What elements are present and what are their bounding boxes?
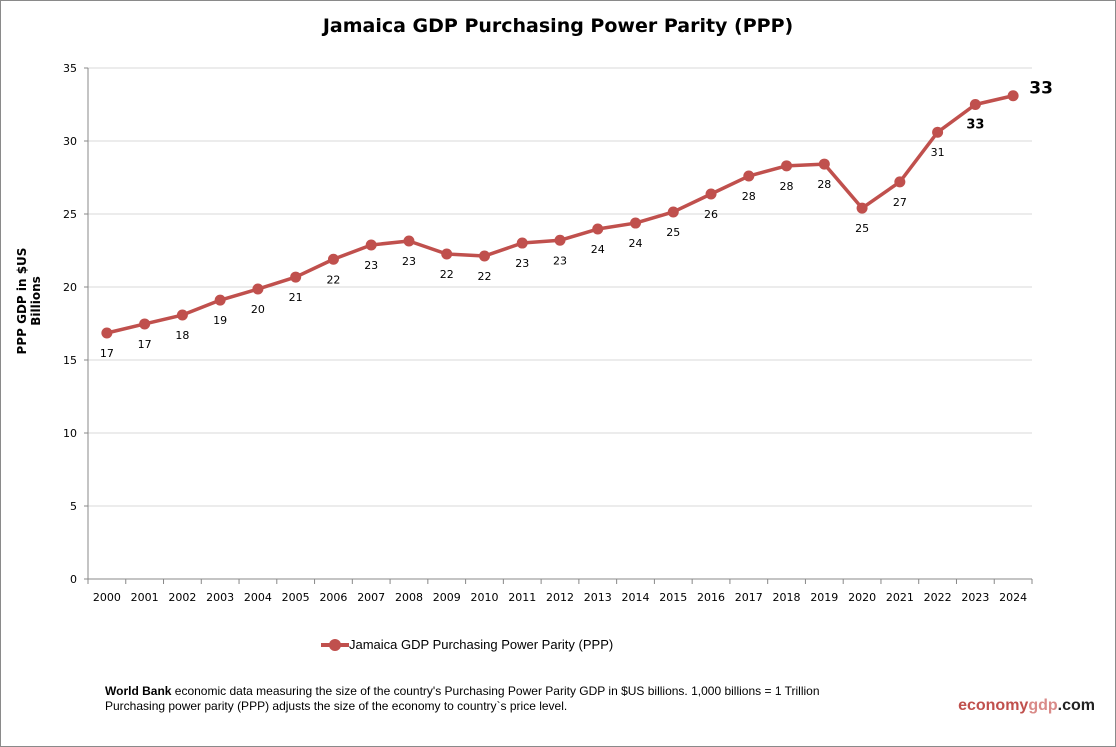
note-source: World Bank xyxy=(105,684,172,698)
data-point xyxy=(932,126,944,138)
data-point xyxy=(818,158,830,170)
data-point xyxy=(554,234,566,246)
x-tick-label: 2013 xyxy=(584,591,612,604)
data-point xyxy=(856,202,868,214)
x-tick-label: 2019 xyxy=(810,591,838,604)
data-label: 33 xyxy=(1029,79,1053,99)
x-tick-label: 2007 xyxy=(357,591,385,604)
x-tick-label: 2018 xyxy=(773,591,801,604)
data-point xyxy=(743,170,755,182)
data-label: 24 xyxy=(629,237,643,250)
data-point xyxy=(327,253,339,265)
data-point xyxy=(214,294,226,306)
note-line2: Purchasing power parity (PPP) adjusts th… xyxy=(105,699,568,713)
data-label: 25 xyxy=(855,222,869,235)
data-label: 18 xyxy=(175,329,189,342)
data-label: 22 xyxy=(326,273,340,286)
x-tick-label: 2023 xyxy=(961,591,989,604)
x-tick-label: 2004 xyxy=(244,591,272,604)
data-label: 23 xyxy=(553,254,567,267)
data-label: 17 xyxy=(138,338,152,351)
data-label: 28 xyxy=(742,190,756,203)
data-point xyxy=(894,176,906,188)
data-label: 23 xyxy=(515,257,529,270)
data-label: 24 xyxy=(591,243,605,256)
x-tick-label: 2014 xyxy=(622,591,650,604)
x-tick-label: 2003 xyxy=(206,591,234,604)
footnote: World Bank economic data measuring the s… xyxy=(105,684,820,714)
data-point xyxy=(139,318,151,330)
data-point xyxy=(290,271,302,283)
x-tick-label: 2020 xyxy=(848,591,876,604)
data-point xyxy=(101,327,113,339)
chart-title: Jamaica GDP Purchasing Power Parity (PPP… xyxy=(322,15,794,37)
data-point xyxy=(478,250,490,262)
x-tick-label: 2022 xyxy=(924,591,952,604)
x-tick-label: 2024 xyxy=(999,591,1027,604)
data-point xyxy=(252,283,264,295)
y-tick-label: 15 xyxy=(63,354,77,367)
brand-part-com: .com xyxy=(1057,697,1095,714)
x-tick-label: 2002 xyxy=(168,591,196,604)
data-label: 26 xyxy=(704,208,718,221)
data-point xyxy=(705,188,717,200)
y-tick-label: 5 xyxy=(70,500,77,513)
x-tick-label: 2005 xyxy=(282,591,310,604)
data-label: 31 xyxy=(931,146,945,159)
y-tick-label: 0 xyxy=(70,573,77,586)
x-tick-label: 2012 xyxy=(546,591,574,604)
legend-marker-icon xyxy=(321,638,349,652)
data-point xyxy=(516,237,528,249)
data-label: 22 xyxy=(477,270,491,283)
data-point xyxy=(1007,90,1019,102)
data-label: 19 xyxy=(213,314,227,327)
y-tick-label: 35 xyxy=(63,62,77,75)
legend-label: Jamaica GDP Purchasing Power Parity (PPP… xyxy=(349,637,614,652)
brand-part-economy: economy xyxy=(958,697,1029,714)
x-tick-label: 2006 xyxy=(319,591,347,604)
x-tick-label: 2017 xyxy=(735,591,763,604)
brand-logo[interactable]: economygdp.com xyxy=(958,697,1095,715)
data-label: 22 xyxy=(440,268,454,281)
data-point xyxy=(365,239,377,251)
data-label: 20 xyxy=(251,303,265,316)
data-point xyxy=(969,99,981,110)
x-tick-label: 2009 xyxy=(433,591,461,604)
data-point xyxy=(781,160,793,172)
data-label: 25 xyxy=(666,226,680,239)
x-tick-label: 2001 xyxy=(131,591,159,604)
x-tick-label: 2021 xyxy=(886,591,914,604)
data-point xyxy=(176,309,188,321)
data-point xyxy=(441,248,453,260)
x-tick-label: 2000 xyxy=(93,591,121,604)
x-tick-label: 2015 xyxy=(659,591,687,604)
data-point xyxy=(630,217,642,229)
data-point xyxy=(592,223,604,235)
brand-part-gdp: gdp xyxy=(1028,697,1058,714)
x-tick-label: 2016 xyxy=(697,591,725,604)
data-label: 23 xyxy=(402,255,416,268)
data-label: 17 xyxy=(100,347,114,360)
y-tick-label: 10 xyxy=(63,427,77,440)
y-tick-label: 20 xyxy=(63,281,77,294)
data-label: 23 xyxy=(364,259,378,272)
x-tick-label: 2010 xyxy=(470,591,498,604)
legend: Jamaica GDP Purchasing Power Parity (PPP… xyxy=(321,637,613,652)
data-point xyxy=(403,235,415,247)
data-label: 21 xyxy=(289,291,303,304)
data-label: 33 xyxy=(966,118,984,133)
data-label: 27 xyxy=(893,196,907,209)
x-tick-label: 2011 xyxy=(508,591,536,604)
data-point xyxy=(667,206,679,218)
y-tick-label: 25 xyxy=(63,208,77,221)
data-label: 28 xyxy=(817,178,831,191)
x-tick-label: 2008 xyxy=(395,591,423,604)
y-tick-label: 30 xyxy=(63,135,77,148)
data-label: 28 xyxy=(780,180,794,193)
note-line1: economic data measuring the size of the … xyxy=(171,684,820,698)
